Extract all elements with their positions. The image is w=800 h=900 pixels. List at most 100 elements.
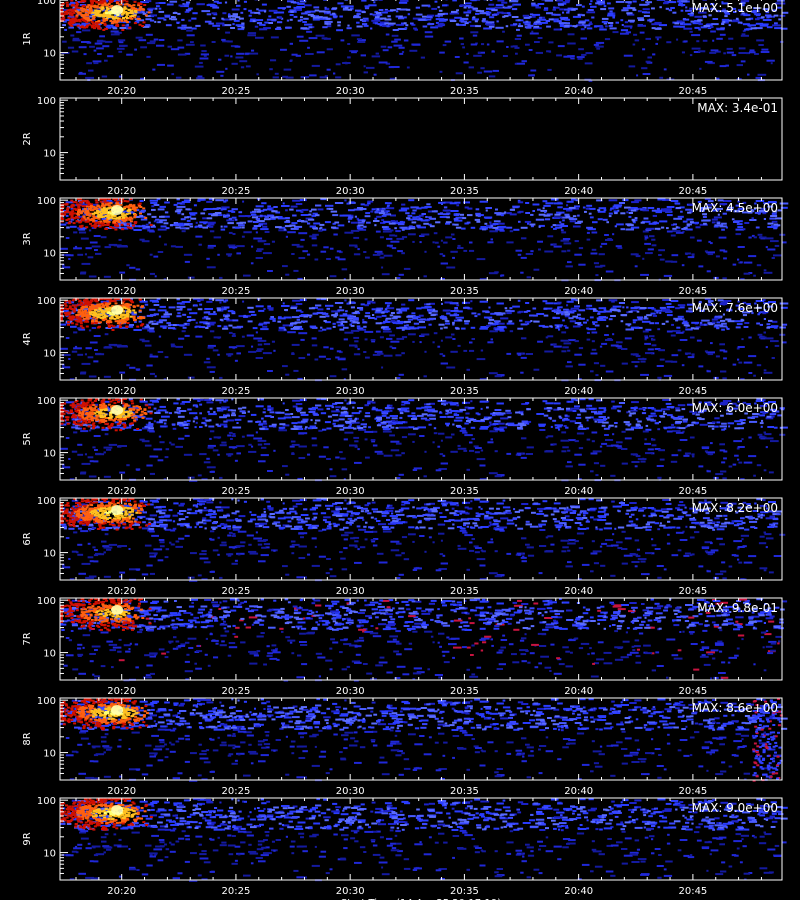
y-axis: 100 10 [37, 496, 68, 581]
x-tick-label: 20:30 [336, 686, 365, 697]
y-axis: 100 10 [37, 796, 68, 881]
x-axis: 20:20 20:25 20:30 20:35 20:40 20:45 [75, 198, 762, 297]
y-tick-label: 100 [37, 796, 56, 807]
panel-frame [59, 397, 783, 481]
x-axis: 20:20 20:25 20:30 20:35 20:40 20:45 [75, 0, 762, 97]
panel-frame [59, 0, 783, 81]
panel-9R: 100 10 20:20 20:25 20:30 20:35 20:40 20:45 9R MAX… [22, 796, 788, 897]
panel-label: 9R [22, 832, 33, 845]
y-tick-label: 100 [37, 0, 56, 7]
x-tick-label: 20:45 [678, 186, 707, 197]
x-tick-label: 20:45 [678, 886, 707, 897]
x-tick-label: 20:30 [336, 486, 365, 497]
x-tick-label: 20:25 [222, 286, 251, 297]
max-label: MAX: 8.2e+00 [692, 501, 778, 515]
panel-4R: 100 10 20:20 20:25 20:30 20:35 20:40 20:45 4R MAX… [22, 296, 789, 397]
x-tick-label: 20:40 [564, 886, 593, 897]
panel-label: 3R [22, 232, 33, 245]
x-tick-label: 20:25 [222, 386, 251, 397]
x-tick-label: 20:20 [107, 486, 136, 497]
x-tick-label: 20:30 [336, 786, 365, 797]
x-axis: 20:20 20:25 20:30 20:35 20:40 20:45 [75, 798, 762, 897]
y-tick-label: 10 [43, 649, 56, 660]
x-tick-label: 20:40 [564, 686, 593, 697]
y-tick-label: 100 [37, 596, 56, 607]
max-label: MAX: 8.6e+00 [692, 701, 778, 715]
y-tick-label: 100 [37, 396, 56, 407]
x-tick-label: 20:30 [336, 86, 365, 97]
panel-8R: 100 10 20:20 20:25 20:30 20:35 20:40 20:45 8R MAX… [22, 696, 788, 797]
x-tick-label: 20:20 [107, 386, 136, 397]
spectrogram-data-3R [60, 198, 789, 282]
x-tick-label: 20:40 [564, 586, 593, 597]
y-axis: 100 10 [37, 396, 68, 481]
y-tick-label: 10 [43, 49, 56, 60]
panel-frame [59, 297, 783, 381]
y-tick-label: 10 [43, 849, 56, 860]
x-tick-label: 20:40 [564, 186, 593, 197]
max-label: MAX: 5.1e+00 [692, 1, 778, 15]
x-tick-label: 20:35 [450, 486, 479, 497]
x-tick-label: 20:30 [336, 386, 365, 397]
x-tick-label: 20:25 [222, 886, 251, 897]
panel-frame [59, 697, 783, 781]
y-tick-label: 10 [43, 749, 56, 760]
max-label: MAX: 9.8e-01 [697, 601, 778, 615]
x-tick-label: 20:25 [222, 486, 251, 497]
y-tick-label: 10 [43, 149, 56, 160]
x-tick-label: 20:35 [450, 86, 479, 97]
max-label: MAX: 7.6e+00 [692, 301, 778, 315]
panel-label: 5R [22, 432, 33, 445]
x-tick-label: 20:25 [222, 786, 251, 797]
y-axis: 100 10 [37, 696, 68, 781]
x-tick-label: 20:35 [450, 186, 479, 197]
panel-frame [59, 97, 783, 181]
panel-3R: 100 10 20:20 20:25 20:30 20:35 20:40 20:45 3R MAX… [22, 196, 789, 297]
x-tick-label: 20:45 [678, 686, 707, 697]
panel-label: 7R [22, 632, 33, 645]
x-tick-label: 20:20 [107, 186, 136, 197]
x-tick-label: 20:35 [450, 586, 479, 597]
x-axis: 20:20 20:25 20:30 20:35 20:40 20:45 [75, 598, 762, 697]
x-tick-label: 20:40 [564, 86, 593, 97]
spectrogram-data-4R [60, 298, 789, 382]
x-tick-label: 20:20 [107, 786, 136, 797]
x-tick-label: 20:30 [336, 586, 365, 597]
panel-label: 4R [22, 332, 33, 345]
max-label: MAX: 9.0e+00 [692, 801, 778, 815]
x-tick-label: 20:40 [564, 286, 593, 297]
y-tick-label: 100 [37, 496, 56, 507]
y-tick-label: 10 [43, 549, 56, 560]
y-tick-label: 10 [43, 449, 56, 460]
panel-7R: 100 10 20:20 20:25 20:30 20:35 20:40 20:45 7R MAX… [22, 596, 788, 697]
x-axis: 20:20 20:25 20:30 20:35 20:40 20:45 [75, 98, 762, 197]
panel-frame [59, 797, 783, 881]
y-axis: 100 10 [37, 96, 68, 181]
x-tick-label: 20:25 [222, 186, 251, 197]
y-tick-label: 100 [37, 196, 56, 207]
y-tick-label: 100 [37, 296, 56, 307]
panel-label: 1R [22, 32, 33, 45]
panel-frame [59, 597, 783, 681]
y-axis: 100 10 [37, 0, 68, 81]
y-tick-label: 100 [37, 696, 56, 707]
spectrogram-data-7R [60, 598, 788, 682]
max-label: MAX: 3.4e-01 [697, 101, 778, 115]
panel-6R: 100 10 20:20 20:25 20:30 20:35 20:40 20:45 6R MAX… [22, 496, 786, 597]
x-axis: 20:20 20:25 20:30 20:35 20:40 20:45 [75, 298, 762, 397]
panel-5R: 100 10 20:20 20:25 20:30 20:35 20:40 20:45 5R MAX… [22, 396, 788, 497]
x-tick-label: 20:45 [678, 486, 707, 497]
x-tick-label: 20:20 [107, 586, 136, 597]
y-axis: 100 10 [37, 596, 68, 681]
spectrogram-data-9R [60, 798, 788, 882]
y-axis: 100 10 [37, 296, 68, 381]
x-tick-label: 20:45 [678, 386, 707, 397]
x-axis: 20:20 20:25 20:30 20:35 20:40 20:45 [75, 498, 762, 597]
x-axis: 20:20 20:25 20:30 20:35 20:40 20:45 [75, 698, 762, 797]
x-tick-label: 20:40 [564, 786, 593, 797]
panel-frame [59, 197, 783, 281]
x-tick-label: 20:30 [336, 186, 365, 197]
x-tick-label: 20:35 [450, 886, 479, 897]
spectrogram-data-5R [60, 398, 788, 482]
x-tick-label: 20:30 [336, 286, 365, 297]
